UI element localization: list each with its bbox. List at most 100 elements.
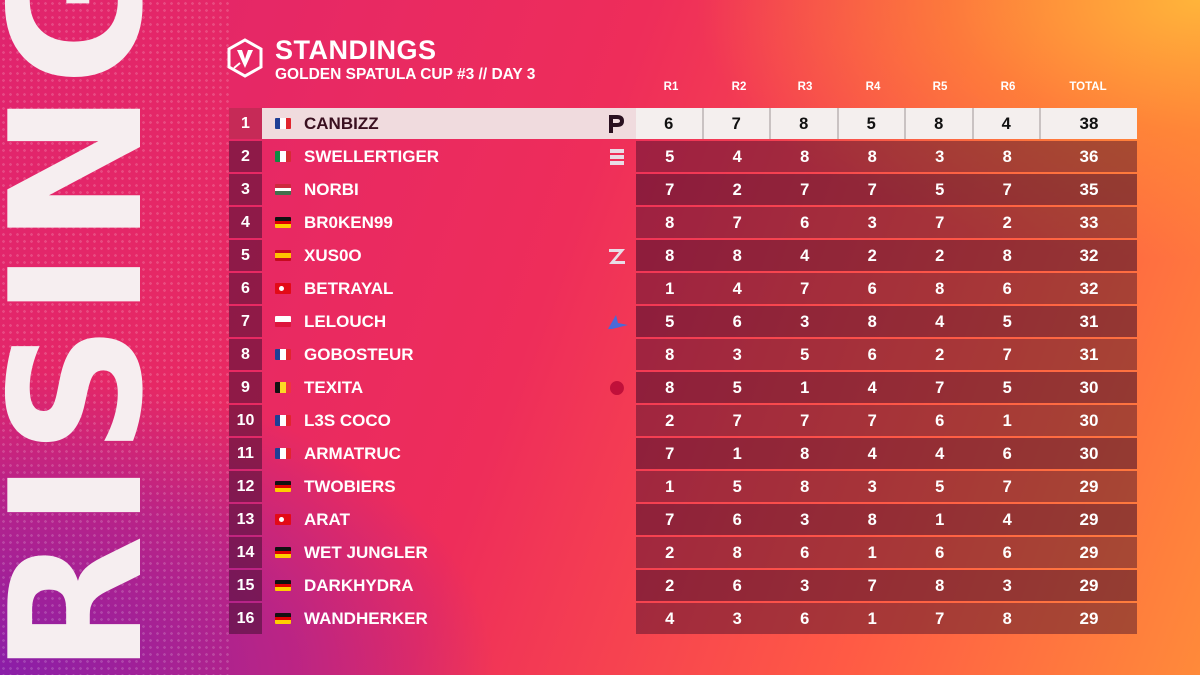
round-score-r6: 6 bbox=[1002, 280, 1012, 298]
round-score-r3: 3 bbox=[800, 577, 810, 595]
flag-icon bbox=[275, 184, 291, 195]
player-cell: BETRAYAL bbox=[262, 273, 636, 304]
round-score-r5: 2 bbox=[935, 346, 945, 364]
player-name: WET JUNGLER bbox=[304, 543, 428, 562]
round-score-r5: 6 bbox=[935, 412, 945, 430]
round-score-r4: 5 bbox=[839, 108, 906, 139]
round-score-r6: 7 bbox=[1002, 478, 1012, 496]
round-score-r1: 8 bbox=[665, 379, 675, 397]
team-logo-icon bbox=[610, 149, 624, 165]
scores-cell: 5 4 8 8 3 8 36 bbox=[636, 141, 1137, 172]
round-score-r3: 6 bbox=[800, 214, 810, 232]
table-row: 16 WANDHERKER 4 3 6 1 7 8 29 bbox=[229, 603, 1137, 636]
round-score-r1: 7 bbox=[665, 511, 675, 529]
round-score-r4: 6 bbox=[867, 280, 877, 298]
round-score-r4: 4 bbox=[867, 379, 877, 397]
round-score-r6: 6 bbox=[1002, 544, 1012, 562]
flag-icon bbox=[275, 448, 291, 459]
rank-cell: 7 bbox=[229, 306, 262, 337]
round-score-r3: 6 bbox=[800, 610, 810, 628]
flag-icon bbox=[275, 547, 291, 558]
player-name: L3S COCO bbox=[304, 411, 391, 430]
round-score-r3: 4 bbox=[800, 247, 810, 265]
round-score-r6: 8 bbox=[1002, 148, 1012, 166]
rank-cell: 11 bbox=[229, 438, 262, 469]
round-score-r6: 3 bbox=[1002, 577, 1012, 595]
round-score-r2: 3 bbox=[732, 610, 742, 628]
player-cell: CANBIZZ bbox=[262, 108, 636, 139]
scores-cell: 7 6 3 8 1 4 29 bbox=[636, 504, 1137, 535]
round-score-r2: 6 bbox=[732, 577, 742, 595]
column-header-r3: R3 bbox=[797, 81, 813, 93]
player-name: SWELLERTIGER bbox=[304, 147, 440, 166]
table-row: 15 DARKHYDRA 2 6 3 7 8 3 29 bbox=[229, 570, 1137, 603]
round-score-r4: 1 bbox=[867, 610, 877, 628]
scores-cell: 8 3 5 6 2 7 31 bbox=[636, 339, 1137, 370]
team-logo-icon bbox=[609, 381, 624, 395]
total-score: 32 bbox=[1079, 279, 1099, 298]
player-name: DARKHYDRA bbox=[304, 576, 414, 595]
round-score-r4: 1 bbox=[867, 544, 877, 562]
table-row: 1 CANBIZZ 6 7 8 5 8 4 38 bbox=[229, 108, 1137, 141]
table-row: 11 ARMATRUC 7 1 8 4 4 6 30 bbox=[229, 438, 1137, 471]
player-cell: ARMATRUC bbox=[262, 438, 636, 469]
player-name: GOBOSTEUR bbox=[304, 345, 414, 364]
round-score-r4: 2 bbox=[867, 247, 877, 265]
player-cell: L3S COCO bbox=[262, 405, 636, 436]
page-subtitle: GOLDEN SPATULA CUP #3 // DAY 3 bbox=[275, 66, 536, 83]
round-score-r2: 7 bbox=[732, 214, 742, 232]
table-row: 9 TEXITA 8 5 1 4 7 5 30 bbox=[229, 372, 1137, 405]
scores-cell: 2 6 3 7 8 3 29 bbox=[636, 570, 1137, 601]
flag-icon bbox=[275, 613, 291, 624]
rank-cell: 14 bbox=[229, 537, 262, 568]
round-score-r1: 1 bbox=[665, 280, 675, 298]
round-score-r4: 7 bbox=[867, 412, 877, 430]
player-cell: SWELLERTIGER bbox=[262, 141, 636, 172]
player-name: ARAT bbox=[304, 510, 350, 529]
round-score-r2: 2 bbox=[732, 181, 742, 199]
scores-cell: 7 1 8 4 4 6 30 bbox=[636, 438, 1137, 469]
round-score-r2: 5 bbox=[732, 478, 742, 496]
round-score-r4: 8 bbox=[867, 511, 877, 529]
table-row: 8 GOBOSTEUR 8 3 5 6 2 7 31 bbox=[229, 339, 1137, 372]
total-score: 29 bbox=[1079, 609, 1099, 628]
player-cell: WANDHERKER bbox=[262, 603, 636, 634]
round-score-r5: 1 bbox=[935, 511, 945, 529]
round-score-r6: 4 bbox=[1002, 511, 1012, 529]
flag-icon bbox=[275, 580, 291, 591]
round-score-r2: 6 bbox=[732, 511, 742, 529]
table-row: 5 XUS0O 8 8 4 2 2 8 32 bbox=[229, 240, 1137, 273]
rank-cell: 4 bbox=[229, 207, 262, 238]
scores-cell: 7 2 7 7 5 7 35 bbox=[636, 174, 1137, 205]
round-score-r5: 4 bbox=[935, 445, 945, 463]
round-score-r2: 4 bbox=[732, 148, 742, 166]
total-score: 30 bbox=[1079, 444, 1099, 463]
round-score-r6: 2 bbox=[1002, 214, 1012, 232]
player-name: LELOUCH bbox=[304, 312, 387, 331]
round-score-r3: 5 bbox=[800, 346, 810, 364]
round-score-r3: 1 bbox=[800, 379, 810, 397]
total-score: 29 bbox=[1079, 576, 1099, 595]
round-score-r1: 8 bbox=[665, 214, 675, 232]
round-score-r1: 7 bbox=[665, 445, 675, 463]
player-name: NORBI bbox=[304, 180, 359, 199]
round-score-r5: 8 bbox=[935, 577, 945, 595]
flag-icon bbox=[275, 283, 291, 294]
table-row: 10 L3S COCO 2 7 7 7 6 1 30 bbox=[229, 405, 1137, 438]
flag-icon bbox=[275, 118, 291, 129]
rank-cell: 2 bbox=[229, 141, 262, 172]
total-score: 29 bbox=[1079, 543, 1099, 562]
flag-icon bbox=[275, 349, 291, 360]
scores-cell: 8 7 6 3 7 2 33 bbox=[636, 207, 1137, 238]
round-score-r6: 5 bbox=[1002, 313, 1012, 331]
flag-icon bbox=[275, 316, 291, 327]
table-row: 6 BETRAYAL 1 4 7 6 8 6 32 bbox=[229, 273, 1137, 306]
round-score-r3: 3 bbox=[800, 313, 810, 331]
player-name: XUS0O bbox=[304, 246, 362, 265]
round-score-r6: 7 bbox=[1002, 181, 1012, 199]
rank-cell: 5 bbox=[229, 240, 262, 271]
rank-cell: 9 bbox=[229, 372, 262, 403]
round-score-r3: 8 bbox=[800, 148, 810, 166]
round-score-r3: 8 bbox=[800, 478, 810, 496]
rank-cell: 8 bbox=[229, 339, 262, 370]
